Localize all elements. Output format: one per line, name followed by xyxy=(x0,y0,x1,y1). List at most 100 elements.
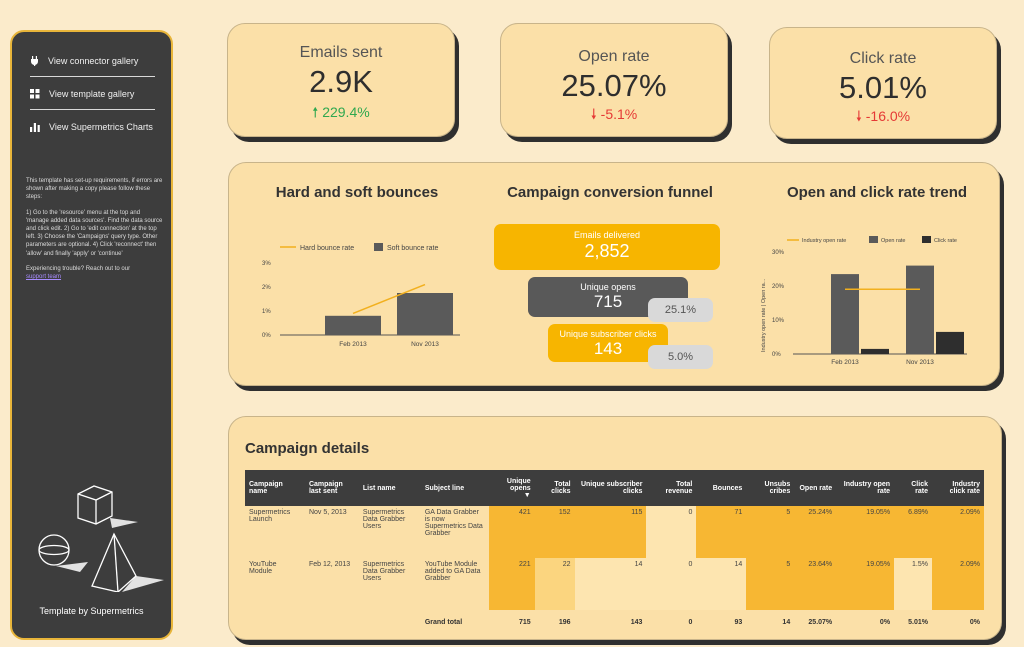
kpi-value: 2.9K xyxy=(309,64,373,99)
x-tick-label: Feb 2013 xyxy=(339,341,367,348)
kpi-delta-value: -5.1% xyxy=(600,106,638,122)
table-cell: 14 xyxy=(574,558,647,610)
kpi-card-emails-sent: Emails sent 2.9K 🠕 229.4% xyxy=(227,23,455,137)
table-cell: 421 xyxy=(488,506,535,558)
column-header[interactable]: Subject line xyxy=(420,470,489,506)
bar-open-rate xyxy=(906,265,934,354)
table-cell: YouTube Module added to GA Data Grabber xyxy=(424,561,481,582)
table-cell: 5.01% xyxy=(908,618,928,626)
x-tick-label: Feb 2013 xyxy=(831,359,859,366)
funnel-step-delivered: Emails delivered 2,852 xyxy=(494,224,720,270)
table-total-row: Grand total 715 196 143 0 93 14 25.07% 0… xyxy=(245,610,984,634)
table-cell: 0% xyxy=(969,618,980,626)
grid-icon xyxy=(30,89,40,99)
template-byline: Template by Supermetrics xyxy=(39,606,144,616)
funnel-step-label: Unique subscriber clicks xyxy=(559,329,657,339)
sidebar: View connector gallery View template gal… xyxy=(10,30,173,640)
sidebar-item-connector-gallery[interactable]: View connector gallery xyxy=(12,46,171,76)
y-tick-label: 30% xyxy=(772,250,785,256)
bar-soft-bounce xyxy=(397,293,453,335)
kpi-label: Click rate xyxy=(849,50,917,67)
support-link[interactable]: support team xyxy=(26,274,62,281)
table-cell: 221 xyxy=(488,558,535,610)
table-cell: 2.09% xyxy=(931,558,984,610)
geometric-shapes-illustration xyxy=(38,485,164,592)
table-cell: Grand total xyxy=(424,618,463,626)
instructions-intro: This template has set-up requirements, i… xyxy=(26,178,163,201)
column-header[interactable]: Unique subscriber clicks xyxy=(574,470,647,506)
sidebar-item-label: View template gallery xyxy=(49,89,135,99)
trend-chart: Industry open rate Open rate Click rate Ind… xyxy=(761,236,967,366)
legend-label: Soft bounce rate xyxy=(387,245,438,252)
bar-soft-bounce xyxy=(325,315,381,335)
instructions-steps: 1) Go to the 'resource' menu at the top … xyxy=(26,209,163,257)
table-cell: 1.5% xyxy=(894,558,932,610)
column-header[interactable]: List name xyxy=(358,470,421,506)
instructions-help: Experiencing trouble? Reach out to our su… xyxy=(26,265,164,281)
x-tick-label: Nov 2013 xyxy=(411,341,439,348)
table-cell: Supermetrics Data Grabber Users xyxy=(362,561,406,582)
column-header[interactable]: Industry click rate xyxy=(931,470,984,506)
table-cell: 715 xyxy=(518,618,531,626)
legend-label: Hard bounce rate xyxy=(300,245,354,252)
y-tick-label: 3% xyxy=(262,261,271,267)
y-tick-label: 2% xyxy=(262,285,271,291)
table-cell: 71 xyxy=(696,506,747,558)
column-header[interactable]: Campaign last sent xyxy=(304,470,359,506)
table-cell: 14 xyxy=(696,558,747,610)
legend-bar-swatch xyxy=(374,243,383,251)
sidebar-item-label: View Supermetrics Charts xyxy=(49,122,153,132)
column-header[interactable]: Click rate xyxy=(894,470,932,506)
funnel-step-label: Emails delivered xyxy=(573,230,641,240)
table-cell: 5 xyxy=(746,558,795,610)
table-cell: 25.24% xyxy=(794,506,837,558)
column-header[interactable]: Bounces xyxy=(696,470,747,506)
kpi-card-open-rate: Open rate 25.07% 🠗 -5.1% xyxy=(500,23,728,137)
table-cell: 0 xyxy=(688,618,693,626)
y-tick-label: 10% xyxy=(772,318,785,324)
table-cell: Feb 12, 2013 xyxy=(308,561,351,568)
arrow-up-icon: 🠕 xyxy=(312,104,319,120)
table-row: Supermetrics Launch Nov 5, 2013 Supermet… xyxy=(245,506,984,558)
legend-label: Industry open rate xyxy=(802,238,846,244)
funnel-step-value: 2,852 xyxy=(584,241,630,261)
table-cell: Supermetrics Data Grabber Users xyxy=(362,509,406,530)
legend-label: Open rate xyxy=(881,238,905,244)
column-header[interactable]: Campaign name xyxy=(245,470,305,506)
bar-open-rate xyxy=(831,274,859,354)
sidebar-item-supermetrics-charts[interactable]: View Supermetrics Charts xyxy=(12,112,171,142)
arrow-down-icon: 🠗 xyxy=(590,106,597,122)
table-cell: 196 xyxy=(558,618,571,626)
table-cell: 14 xyxy=(782,618,791,626)
funnel-rate-badge: 25.1% xyxy=(648,298,713,322)
column-header[interactable]: Unsubs cribes xyxy=(746,470,795,506)
table-header-row: Campaign name Campaign last sent List na… xyxy=(245,470,984,506)
funnel-rate-badge: 5.0% xyxy=(648,345,713,369)
sidebar-item-template-gallery[interactable]: View template gallery xyxy=(12,79,171,109)
y-tick-label: 0% xyxy=(262,333,271,339)
kpi-delta: 🠗 -5.1% xyxy=(501,104,727,128)
table-cell: 152 xyxy=(534,506,575,558)
table-cell: 143 xyxy=(630,618,643,626)
bounces-title: Hard and soft bounces xyxy=(275,184,439,201)
setup-instructions: This template has set-up requirements, i… xyxy=(26,177,164,288)
column-header[interactable]: Industry open rate xyxy=(836,470,895,506)
legend-label: Click rate xyxy=(934,238,957,244)
column-header[interactable]: Total revenue xyxy=(646,470,697,506)
table-cell: 22 xyxy=(534,558,575,610)
table-cell: 19.05% xyxy=(836,506,895,558)
column-header[interactable]: Open rate xyxy=(794,470,837,506)
table-row: YouTube Module Feb 12, 2013 Supermetrics… xyxy=(245,558,984,610)
bar-chart-icon xyxy=(30,123,40,132)
column-header-sorted[interactable]: Unique opens ▼ xyxy=(488,470,535,506)
legend-bar-swatch xyxy=(922,236,931,243)
y-tick-label: 1% xyxy=(262,309,271,315)
funnel-title: Campaign conversion funnel xyxy=(507,184,713,201)
table-cell: 25.07% xyxy=(808,618,833,626)
table-cell: 23.64% xyxy=(794,558,837,610)
bounces-chart: Hard bounce rate Soft bounce rate 3% 2% 1% 0%… xyxy=(262,243,460,348)
kpi-label: Emails sent xyxy=(299,44,383,61)
column-header[interactable]: Total clicks xyxy=(534,470,575,506)
table-cell: 0 xyxy=(646,506,697,558)
x-tick-label: Nov 2013 xyxy=(906,359,934,366)
